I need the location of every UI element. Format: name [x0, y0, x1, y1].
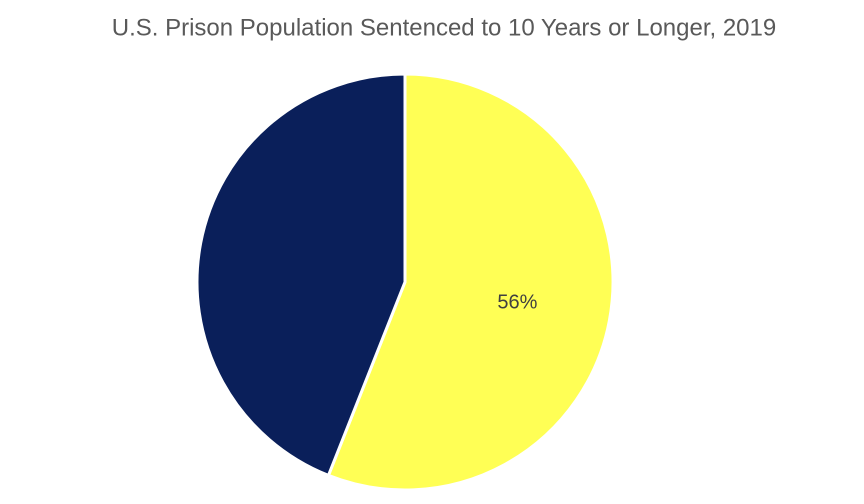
pie-slice: [195, 72, 407, 478]
data-label: 56%: [497, 292, 537, 314]
pie-slice: [326, 72, 615, 492]
chart-title: U.S. Prison Population Sentenced to 10 Y…: [112, 14, 776, 41]
